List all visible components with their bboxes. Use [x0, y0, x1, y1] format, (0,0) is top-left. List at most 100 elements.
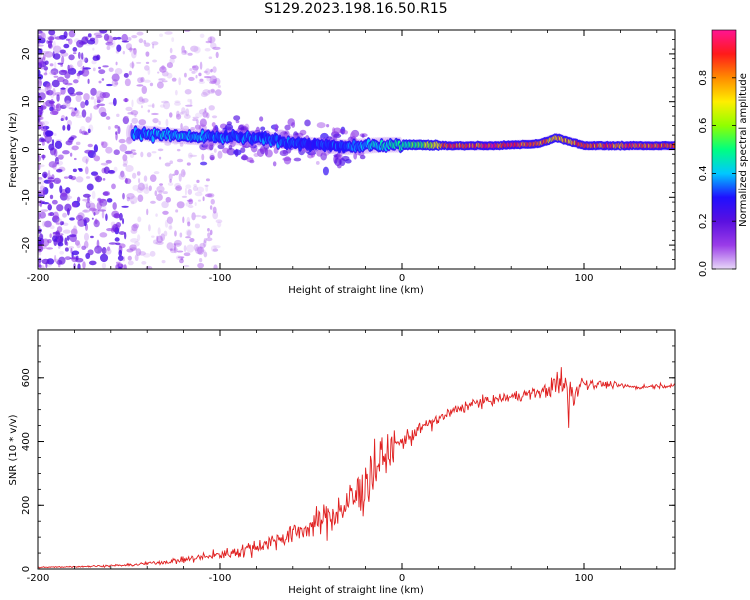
spectrogram-speckle: [180, 257, 184, 261]
spectrogram-speckle: [122, 163, 128, 167]
colorbar: 0.0 0.2 0.4 0.6 0.8 Normalized spectral ampl…: [698, 29, 749, 277]
spectrogram-speckle: [154, 190, 158, 197]
spectrogram-speckle: [38, 74, 44, 80]
spectrogram-speckle: [38, 231, 42, 234]
spectrogram-speckle: [259, 148, 268, 152]
spectrogram-speckle: [49, 233, 52, 238]
spectrogram-speckle: [108, 67, 114, 73]
spectrogram-speckle: [208, 56, 213, 59]
spectrogram-speckle: [259, 116, 264, 122]
spectrogram-speckle: [178, 173, 182, 182]
spectrogram-speckle: [106, 228, 114, 232]
spectrogram-speckle: [127, 255, 132, 261]
spectrogram-speckle: [183, 252, 191, 257]
spectrogram-speckle: [181, 107, 186, 114]
spectrogram-speckle: [132, 184, 140, 191]
spectrogram-speckle: [151, 235, 155, 238]
spectrogram-speckle: [210, 42, 217, 49]
spectrogram-speckle: [337, 151, 343, 160]
spectrogram-speckle: [68, 174, 73, 180]
spectrogram-speckle: [48, 202, 51, 210]
spectrogram-speckle: [80, 101, 86, 109]
spectrogram-speckle: [84, 149, 93, 154]
spectrogram-speckle: [105, 83, 113, 87]
spectrogram-speckle: [85, 116, 91, 123]
spectrogram-speckle: [137, 77, 144, 84]
spectrogram-speckle: [187, 98, 191, 103]
spectrogram-speckle: [326, 123, 330, 128]
spectrogram-speckle: [283, 156, 292, 165]
spectrogram-speckle: [44, 51, 53, 58]
spectrogram-speckle: [169, 54, 177, 60]
spectrogram-speckle: [265, 149, 273, 158]
spectrogram-speckle: [157, 71, 160, 74]
spectrogram-speckle: [176, 250, 184, 253]
spectrogram-speckle: [117, 255, 124, 261]
spectrogram-speckle: [291, 122, 296, 128]
spectrogram-speckle: [147, 109, 151, 113]
spectrogram-speckle: [85, 43, 92, 46]
spectrogram-speckle: [114, 82, 119, 85]
spectrogram-speckle: [147, 68, 151, 76]
spectrogram-speckle: [75, 214, 84, 221]
spectrogram-speckle: [132, 223, 140, 229]
spectrogram-speckle: [99, 30, 108, 34]
spectrogram-speckle: [211, 115, 218, 119]
spectrogram-speckle: [94, 245, 103, 254]
spectrogram-speckle: [38, 225, 41, 229]
spectrogram-speckle: [151, 151, 157, 154]
spectrogram-speckle: [75, 114, 83, 119]
spectrogram-speckle: [168, 112, 173, 118]
spectrogram-speckle: [42, 171, 48, 178]
spectrogram-speckle: [53, 75, 59, 78]
spectrogram-speckle: [105, 213, 108, 221]
spectrogram-speckle: [205, 186, 209, 192]
spectrogram-speckle: [123, 264, 127, 269]
spectrogram-speckle: [42, 54, 46, 61]
x-tick-label: 0: [399, 573, 405, 584]
spectrogram-speckle: [134, 113, 137, 118]
colorbar-tick-label: 0.4: [698, 165, 709, 181]
spectrogram-speckle: [98, 66, 101, 70]
spectrogram-ridge: [672, 142, 675, 149]
spectrogram-speckle: [222, 147, 230, 154]
spectrogram-speckle: [54, 140, 63, 149]
spectrogram-speckle: [62, 150, 70, 155]
spectrogram-speckle: [205, 68, 211, 75]
spectrogram-speckle: [52, 211, 59, 220]
spectrogram-speckle: [76, 196, 81, 203]
spectrogram-speckle: [213, 264, 218, 269]
spectrogram-speckle: [161, 201, 169, 209]
spectrogram-speckle: [52, 41, 56, 50]
spectrogram-speckle: [118, 243, 126, 249]
spectrogram-speckle: [175, 255, 182, 260]
spectrogram-speckle: [47, 40, 53, 49]
spectrogram-speckle: [38, 177, 43, 180]
spectrogram-speckle: [185, 184, 192, 189]
spectrogram-speckle: [165, 196, 171, 203]
spectrogram-speckle: [159, 33, 164, 38]
spectrogram-speckle: [53, 53, 61, 60]
spectrogram-speckle: [137, 216, 142, 223]
spectrogram-speckle: [205, 237, 213, 242]
spectrogram-speckle: [149, 250, 156, 257]
spectrogram-speckle: [105, 146, 113, 154]
spectrogram-speckle: [187, 152, 193, 159]
spectrogram-speckle: [141, 85, 148, 95]
spectrogram-speckle: [136, 97, 144, 105]
spectrogram-speckle: [64, 247, 69, 252]
spectrogram-speckle: [157, 148, 164, 152]
spectrogram-speckle: [63, 222, 69, 227]
spectrogram-speckle: [82, 193, 91, 198]
spectrogram-speckle: [95, 95, 100, 101]
spectrogram-speckle: [71, 202, 78, 208]
spectrogram-speckle: [101, 210, 105, 219]
spectrogram-speckle: [161, 65, 165, 70]
spectrogram-speckle: [214, 77, 221, 86]
y-tick-label: 0: [21, 566, 32, 572]
spectrogram-speckle: [164, 219, 169, 228]
spectrogram-speckle: [203, 251, 208, 258]
spectrogram-speckle: [46, 82, 52, 91]
spectrogram-speckle: [141, 260, 147, 265]
